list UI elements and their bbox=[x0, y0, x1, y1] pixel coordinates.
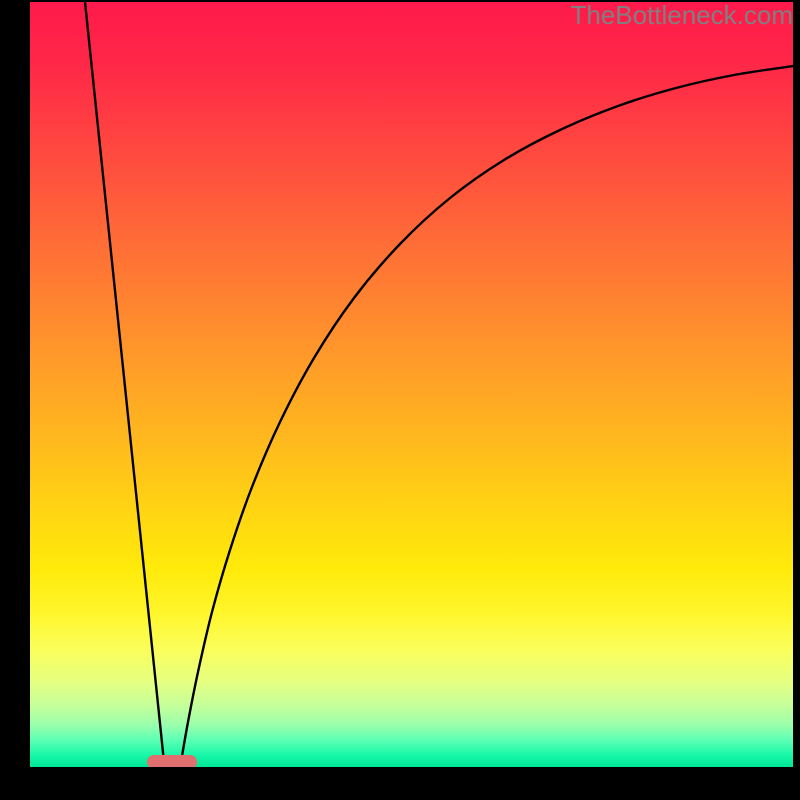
watermark-text: TheBottleneck.com bbox=[570, 0, 793, 31]
right-curve bbox=[181, 66, 793, 762]
chart-svg bbox=[30, 2, 793, 767]
valley-marker bbox=[147, 755, 197, 767]
left-line bbox=[85, 2, 164, 762]
chart-plot-area bbox=[30, 2, 793, 767]
